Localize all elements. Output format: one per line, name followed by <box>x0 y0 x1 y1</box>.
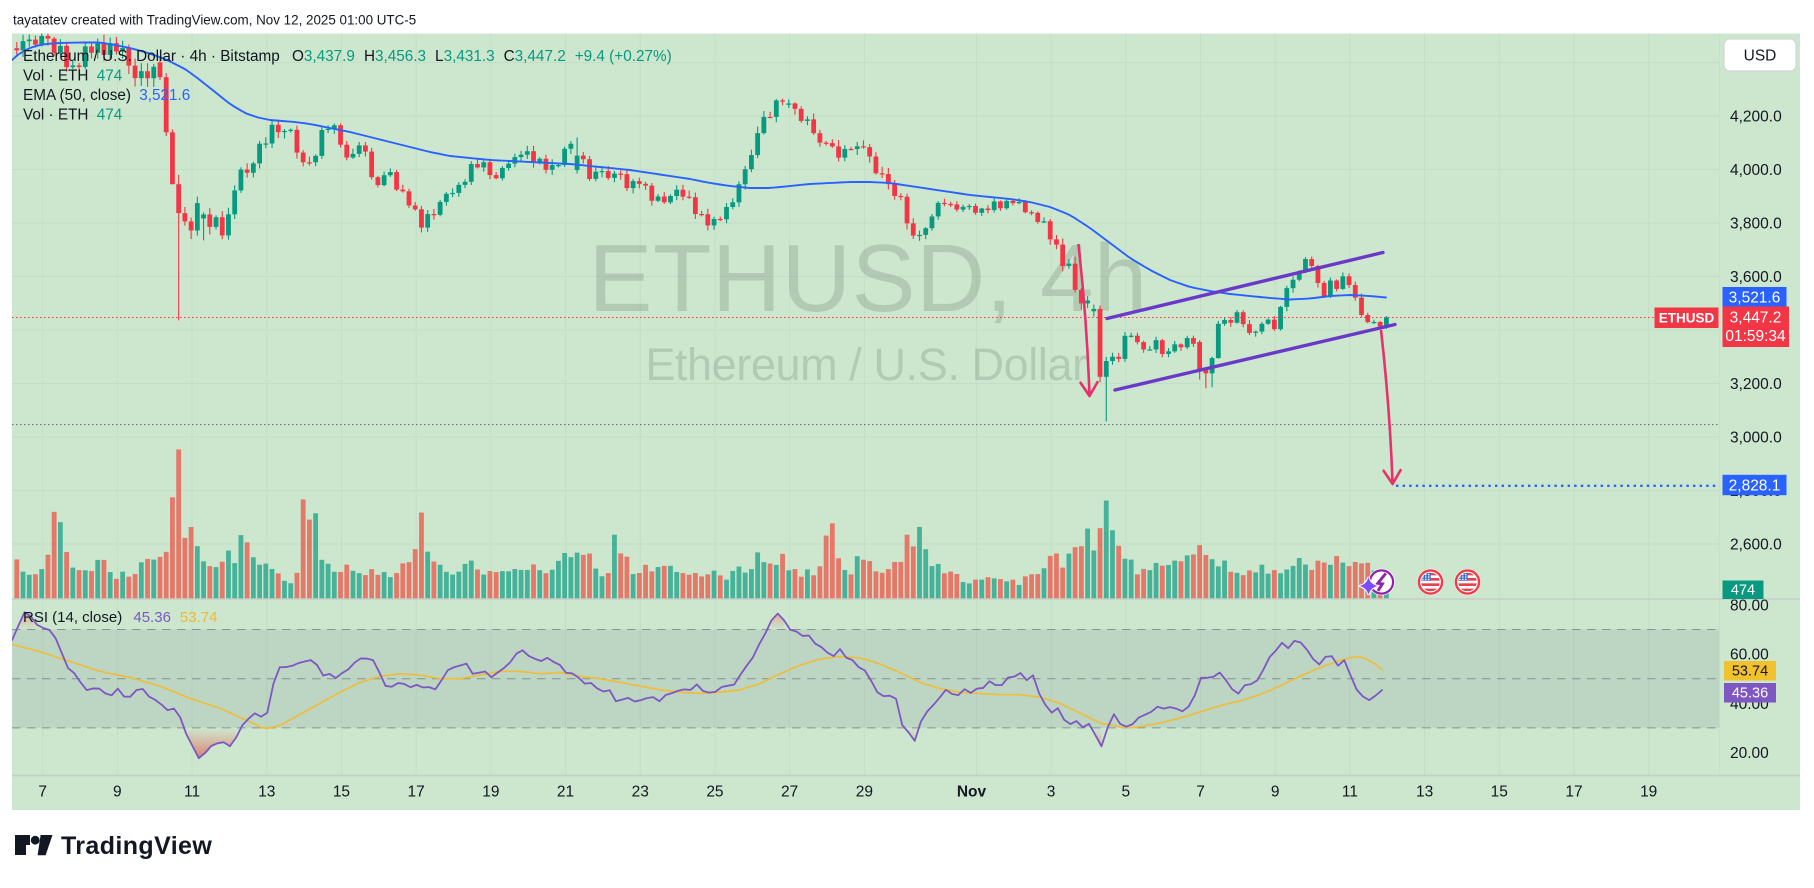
svg-text:5: 5 <box>1121 784 1130 801</box>
svg-text:11: 11 <box>184 784 200 801</box>
svg-text:9: 9 <box>1271 784 1280 801</box>
svg-text:80.00: 80.00 <box>1730 597 1769 614</box>
svg-text:Nov: Nov <box>957 784 987 801</box>
svg-text:25: 25 <box>706 784 723 801</box>
svg-text:01:59:34: 01:59:34 <box>1725 328 1786 345</box>
svg-text:13: 13 <box>1416 784 1433 801</box>
svg-text:474: 474 <box>1731 583 1755 599</box>
svg-text:USD: USD <box>1744 48 1777 65</box>
svg-text:Ethereum / U.S. Dollar: Ethereum / U.S. Dollar <box>645 339 1087 390</box>
svg-text:29: 29 <box>856 784 873 801</box>
svg-text:60.00: 60.00 <box>1730 647 1769 664</box>
svg-text:7: 7 <box>38 784 47 801</box>
svg-text:4,200.0: 4,200.0 <box>1730 109 1782 126</box>
svg-text:13: 13 <box>258 784 275 801</box>
svg-text:tayatatev created with Trading: tayatatev created with TradingView.com, … <box>13 13 416 28</box>
svg-text:2,828.1: 2,828.1 <box>1729 477 1781 494</box>
svg-text:3,000.0: 3,000.0 <box>1730 430 1782 447</box>
svg-text:9: 9 <box>113 784 122 801</box>
svg-text:15: 15 <box>333 784 350 801</box>
svg-text:23: 23 <box>632 784 649 801</box>
svg-text:27: 27 <box>781 784 798 801</box>
svg-text:45.36: 45.36 <box>1732 686 1768 702</box>
svg-text:Ethereum / U.S. Dollar · 4h ·: Ethereum / U.S. Dollar · 4h · Bitstamp O… <box>23 48 672 65</box>
svg-text:3,200.0: 3,200.0 <box>1730 376 1782 393</box>
svg-text:17: 17 <box>1565 784 1582 801</box>
svg-text:3: 3 <box>1047 784 1056 801</box>
svg-text:19: 19 <box>482 784 499 801</box>
svg-text:7: 7 <box>1196 784 1205 801</box>
svg-text:21: 21 <box>557 784 574 801</box>
svg-text:20.00: 20.00 <box>1730 745 1769 762</box>
svg-text:TradingView: TradingView <box>61 832 212 860</box>
svg-text:19: 19 <box>1640 784 1657 801</box>
svg-text:11: 11 <box>1342 784 1358 801</box>
svg-text:EMA (50, close) 3,521.6: EMA (50, close) 3,521.6 <box>23 87 190 104</box>
svg-text:3,447.2: 3,447.2 <box>1730 310 1782 327</box>
svg-text:15: 15 <box>1491 784 1508 801</box>
svg-text:2,600.0: 2,600.0 <box>1730 537 1782 554</box>
svg-text:17: 17 <box>408 784 425 801</box>
svg-text:4,000.0: 4,000.0 <box>1730 162 1782 179</box>
svg-text:53.74: 53.74 <box>1732 664 1768 680</box>
svg-text:Vol · ETH 474: Vol · ETH 474 <box>23 68 123 85</box>
svg-text:Vol · ETH 474: Vol · ETH 474 <box>23 107 123 124</box>
svg-text:ETHUSD, 4h: ETHUSD, 4h <box>588 225 1147 332</box>
svg-text:3,800.0: 3,800.0 <box>1730 216 1782 233</box>
svg-text:ETHUSD: ETHUSD <box>1659 311 1715 326</box>
svg-text:3,600.0: 3,600.0 <box>1730 269 1782 286</box>
svg-text:3,521.6: 3,521.6 <box>1729 290 1781 307</box>
